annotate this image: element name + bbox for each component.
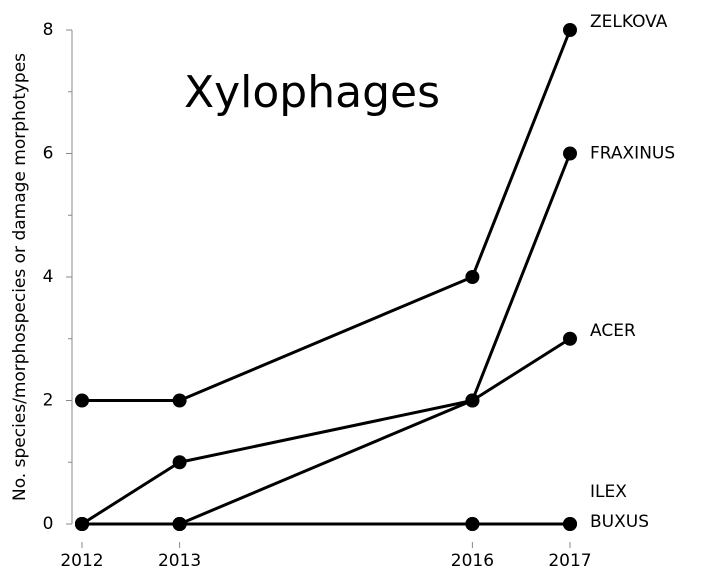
x-tick-label: 2012 <box>60 551 103 571</box>
marker <box>172 517 187 531</box>
x-tick-label: 2016 <box>451 551 494 571</box>
series-line <box>82 29 572 402</box>
series-line <box>81 337 571 526</box>
marker <box>75 517 89 531</box>
marker <box>563 517 577 531</box>
marker <box>172 455 187 470</box>
marker <box>75 393 89 408</box>
y-tick-label: 8 <box>43 20 54 40</box>
marker <box>172 393 187 408</box>
series-label: BUXUS <box>590 512 649 532</box>
y-tick-label: 4 <box>43 267 54 287</box>
marker <box>465 393 480 408</box>
y-tick-label: 6 <box>43 144 54 164</box>
x-tick-label: 2017 <box>548 551 591 571</box>
y-axis-label: No. species/morphospecies or damage morp… <box>10 53 30 501</box>
x-tick-label: 2013 <box>158 551 201 571</box>
marker <box>563 331 577 346</box>
marker <box>563 146 577 161</box>
series-label: ZELKOVA <box>590 12 668 32</box>
marker <box>563 23 577 37</box>
marker <box>465 517 480 531</box>
marker <box>465 270 480 284</box>
chart-title: Xylophages <box>184 67 440 118</box>
series-label: ILEX <box>590 482 627 502</box>
series-label: ACER <box>590 321 636 341</box>
y-tick-label: 2 <box>43 391 54 411</box>
y-tick-label: 0 <box>43 514 54 534</box>
series-label: FRAXINUS <box>590 144 675 164</box>
